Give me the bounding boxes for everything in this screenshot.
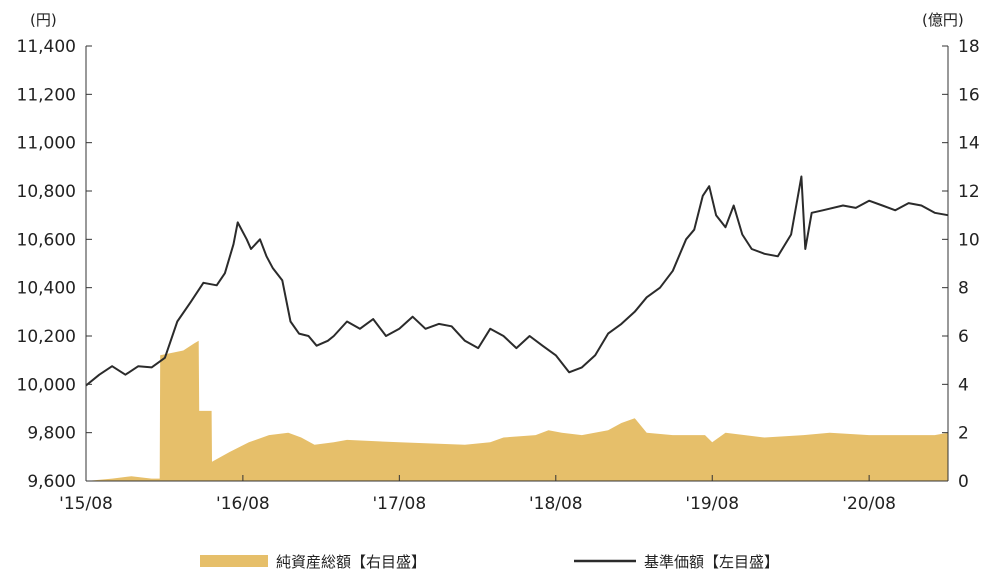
left-axis-tick-label: 10,400 xyxy=(17,279,76,299)
right-axis-tick-label: 8 xyxy=(958,279,969,299)
net-assets-area-layer xyxy=(86,341,948,481)
right-axis-tick-label: 0 xyxy=(958,472,969,492)
x-axis-tick-label: '19/08 xyxy=(685,494,739,514)
left-axis-tick-label: 11,200 xyxy=(17,85,76,105)
right-axis-tick-label: 14 xyxy=(958,134,980,154)
legend-label-nav: 基準価額【左目盛】 xyxy=(644,553,779,571)
right-axis-unit: (億円) xyxy=(922,11,964,29)
legend-swatch-net-assets xyxy=(200,555,268,567)
nav-line xyxy=(86,177,948,386)
right-axis-tick-label: 16 xyxy=(958,85,980,105)
right-axis-tick-label: 2 xyxy=(958,424,969,444)
left-axis-tick-label: 11,400 xyxy=(17,37,76,57)
x-axis-tick-label: '20/08 xyxy=(842,494,896,514)
x-axis-tick-label: '18/08 xyxy=(529,494,583,514)
left-axis-tick-label: 9,800 xyxy=(27,424,76,444)
right-axis-tick-label: 6 xyxy=(958,327,969,347)
right-axis-tick-label: 18 xyxy=(958,37,980,57)
left-axis-tick-label: 10,600 xyxy=(17,230,76,250)
right-axis-tick-label: 4 xyxy=(958,375,969,395)
left-axis-tick-label: 9,600 xyxy=(27,472,76,492)
left-axis-tick-label: 11,000 xyxy=(17,134,76,154)
legend-label-net-assets: 純資産総額【右目盛】 xyxy=(276,553,426,571)
net-assets-area xyxy=(86,341,948,481)
right-axis-tick-label: 12 xyxy=(958,182,980,202)
nav-line-layer xyxy=(86,177,948,386)
left-axis-tick-label: 10,200 xyxy=(17,327,76,347)
legend: 純資産総額【右目盛】 基準価額【左目盛】 xyxy=(200,553,779,571)
x-axis-tick-label: '17/08 xyxy=(373,494,427,514)
x-axis-tick-label: '15/08 xyxy=(59,494,113,514)
right-axis-tick-label: 10 xyxy=(958,230,980,250)
left-axis-tick-label: 10,000 xyxy=(17,375,76,395)
left-axis-tick-label: 10,800 xyxy=(17,182,76,202)
x-axis-tick-label: '16/08 xyxy=(216,494,270,514)
left-axis-unit: (円) xyxy=(30,11,57,29)
